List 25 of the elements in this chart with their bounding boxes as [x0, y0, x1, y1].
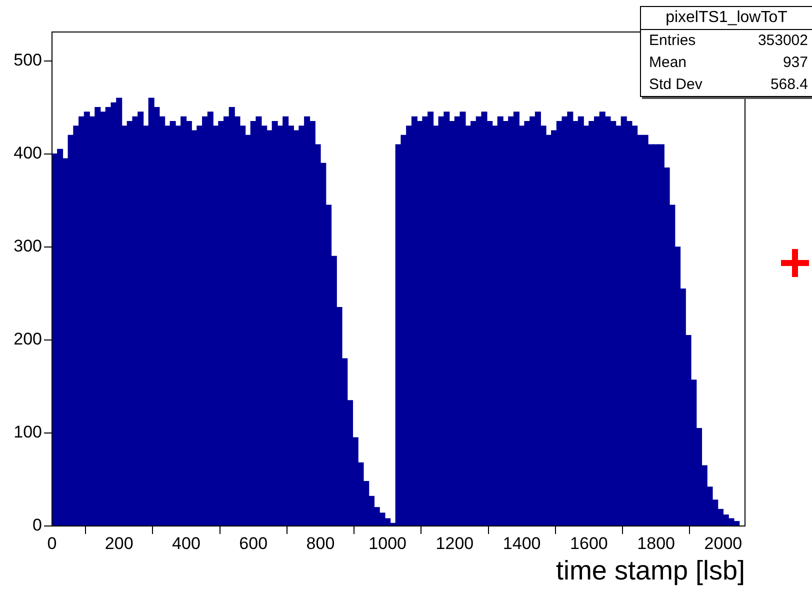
- annotation: Std Dev: [649, 76, 702, 93]
- y-tick-label: 300: [14, 236, 42, 256]
- text: 937: [782, 54, 808, 71]
- annotation: Entries: [649, 32, 696, 49]
- text: 353002: [758, 32, 808, 49]
- y-tick-label: 400: [14, 144, 42, 163]
- annotation: Mean: [649, 54, 687, 71]
- y-tick-label: 100: [14, 422, 42, 442]
- text: pixelTS1_lowToT: [641, 7, 812, 30]
- y-tick-label: 500: [14, 50, 42, 70]
- x-tick-label: 1400: [502, 534, 541, 553]
- text: 568.4: [770, 76, 808, 93]
- y-tick-label: 200: [14, 330, 42, 349]
- x-axis-title: time stamp [lsb]: [556, 555, 745, 586]
- x-tick-label: 400: [172, 534, 200, 553]
- x-tick-label: 800: [306, 534, 335, 553]
- x-tick-label: 1800: [637, 534, 675, 553]
- x-tick-label: 0: [47, 534, 57, 553]
- x-tick-label: 600: [239, 534, 268, 553]
- x-tick-label: 2000: [704, 534, 742, 553]
- x-tick-label: 1000: [368, 534, 407, 553]
- x-tick-label: 1600: [570, 534, 608, 553]
- x-tick-label: 200: [104, 534, 134, 553]
- y-tick-label: 0: [32, 516, 42, 535]
- x-tick-label: 1200: [436, 534, 474, 553]
